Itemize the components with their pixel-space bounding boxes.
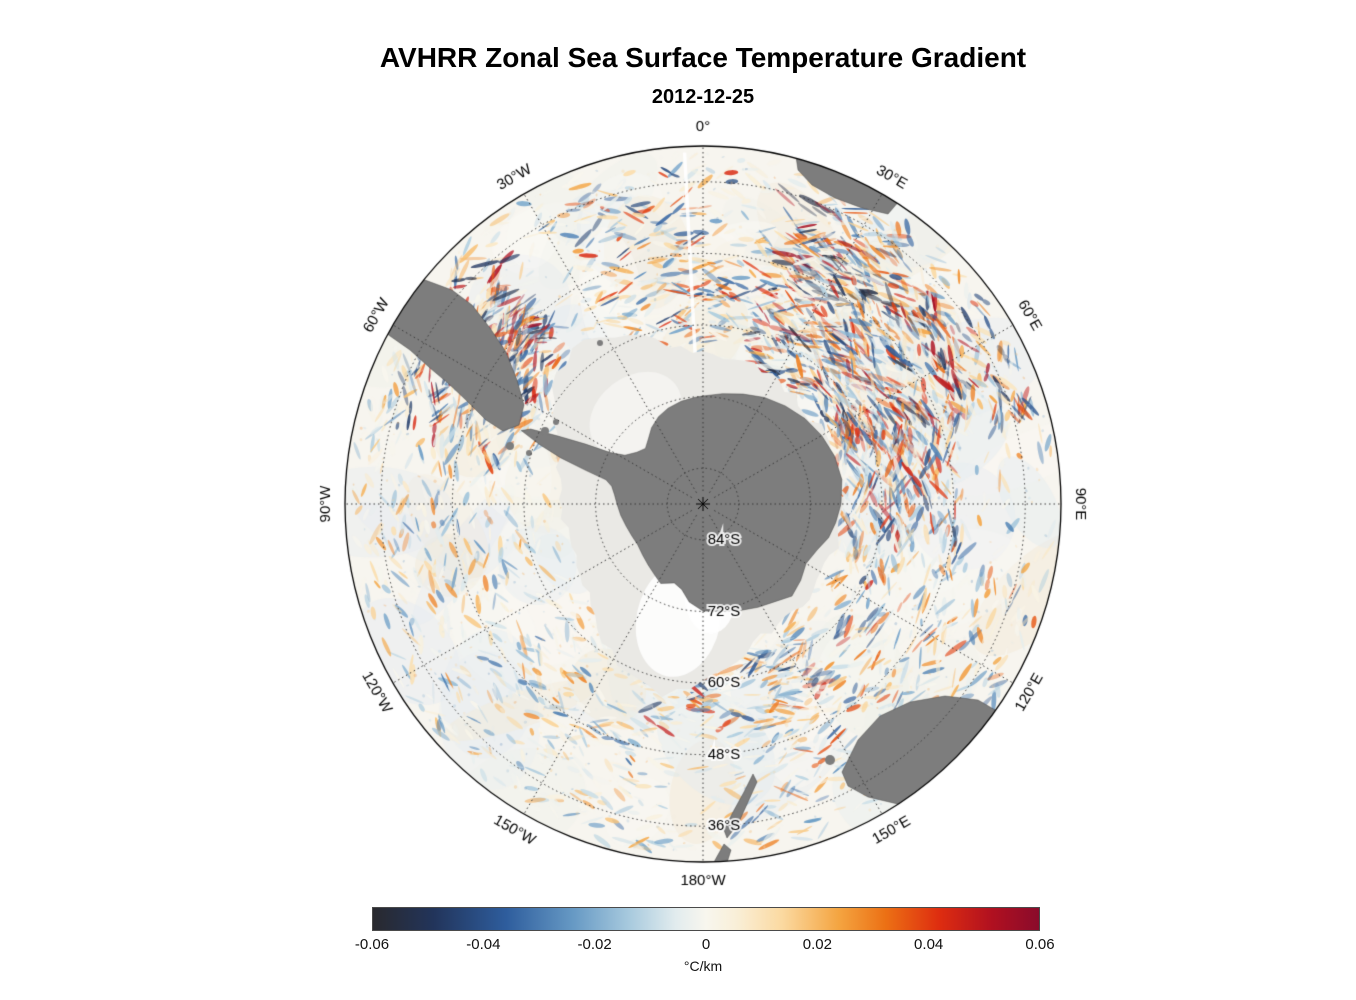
chart-title: AVHRR Zonal Sea Surface Temperature Grad… [379, 42, 1027, 73]
chart-subtitle: 2012-12-25 [651, 86, 755, 108]
colorbar-tick-label: -0.06 [354, 936, 390, 953]
colorbar-tick-label: 0 [701, 936, 711, 953]
colorbar-tick-label: 0.02 [802, 936, 832, 953]
colorbar-ticks: -0.06 -0.04 -0.02 0 0.02 0.04 0.06 [355, 936, 1055, 956]
colorbar-tick-label: -0.04 [466, 936, 501, 953]
colorbar-tick-label: 0.04 [914, 936, 944, 953]
colorbar-unit-label: °C/km [683, 958, 723, 974]
colorbar [372, 907, 1040, 931]
colorbar-tick-label: -0.02 [577, 936, 612, 953]
colorbar-tick-label: 0.06 [1025, 936, 1055, 953]
